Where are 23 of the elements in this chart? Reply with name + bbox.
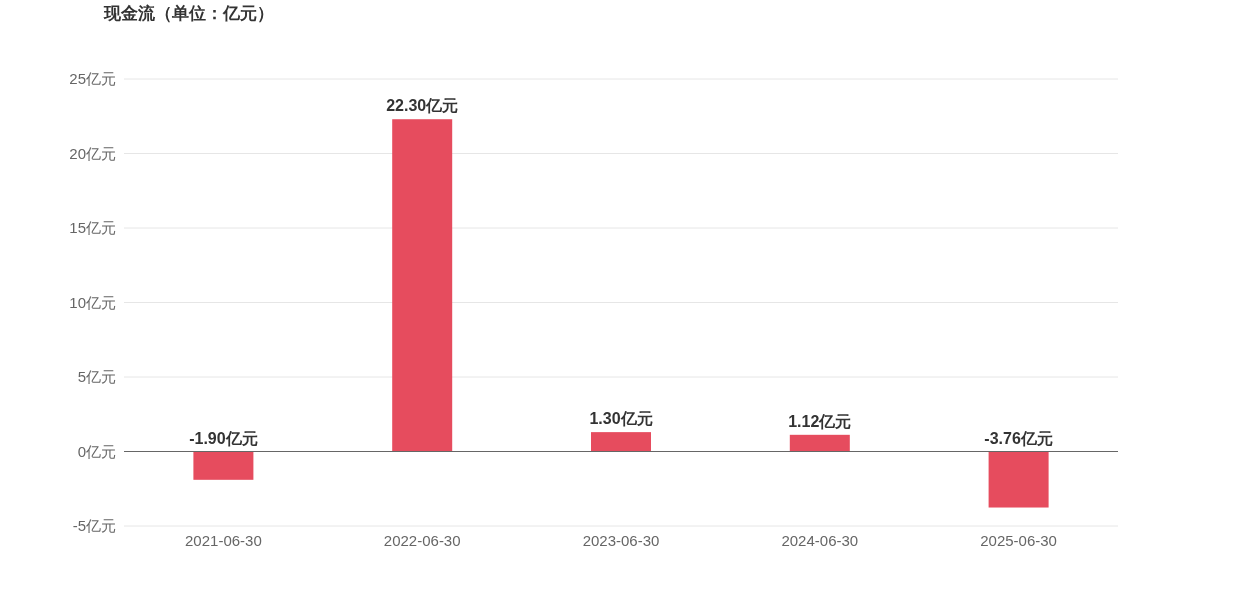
- data-label: 22.30亿元: [386, 97, 459, 115]
- y-tick-label: 25亿元: [69, 70, 116, 87]
- x-tick-label: 2023-06-30: [582, 532, 660, 549]
- bar: [591, 432, 651, 452]
- chart-title: 现金流（单位：亿元）: [103, 4, 274, 23]
- y-tick-label: 10亿元: [69, 293, 116, 311]
- bar: [789, 434, 850, 452]
- y-tick-label: -5亿元: [72, 517, 116, 534]
- data-label: 1.12亿元: [788, 412, 852, 430]
- x-tick-label: 2021-06-30: [185, 532, 262, 549]
- bar: [193, 451, 254, 480]
- y-tick-label: 5亿元: [77, 368, 116, 385]
- data-label: 1.30亿元: [589, 410, 653, 428]
- y-tick-label: 0亿元: [77, 442, 116, 460]
- y-tick-label: 20亿元: [69, 144, 116, 162]
- bar: [392, 119, 453, 452]
- x-tick-label: 2025-06-30: [980, 532, 1057, 549]
- x-tick-label: 2024-06-30: [781, 532, 859, 549]
- y-tick-label: 15亿元: [69, 219, 116, 236]
- bar: [988, 451, 1049, 508]
- data-label: -1.90亿元: [189, 429, 258, 447]
- data-label: -3.76亿元: [984, 429, 1053, 447]
- x-tick-label: 2022-06-30: [383, 532, 461, 549]
